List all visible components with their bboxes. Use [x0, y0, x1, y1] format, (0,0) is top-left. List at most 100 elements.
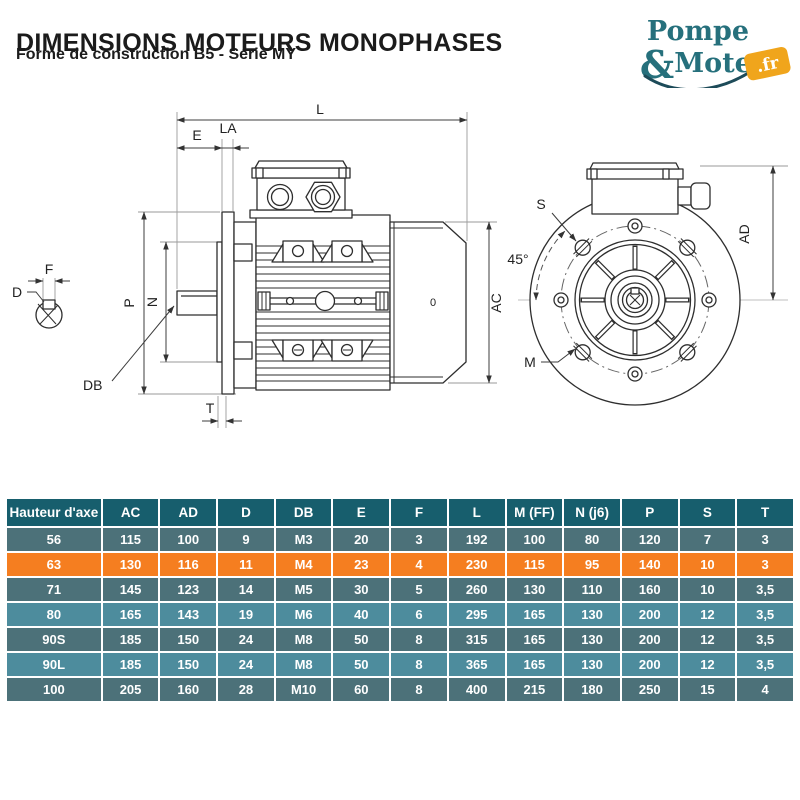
- table-cell: 60: [333, 678, 390, 701]
- table-cell: 130: [564, 603, 620, 626]
- table-cell: 14: [218, 578, 274, 601]
- table-cell: 12: [679, 628, 736, 651]
- table-cell: 400: [448, 678, 505, 701]
- shaft-end-detail-drawing: [35, 299, 63, 329]
- drain-hole-mark: 0: [430, 297, 436, 309]
- table-cell: 23: [333, 553, 390, 576]
- row-header-cell: 90S: [7, 628, 101, 651]
- dim-label-ac: AC: [488, 293, 504, 312]
- table-cell: 150: [160, 653, 217, 676]
- col-header-hauteur-axe: Hauteur d'axe: [7, 499, 101, 526]
- col-header-f: F: [391, 499, 447, 526]
- table-cell: 3: [737, 528, 793, 551]
- table-cell: 165: [506, 653, 563, 676]
- table-cell: 165: [506, 603, 563, 626]
- table-cell: 120: [621, 528, 678, 551]
- table-cell: 185: [102, 653, 159, 676]
- col-header-n-j6: N (j6): [564, 499, 620, 526]
- front-view-drawing: [529, 162, 741, 406]
- table-cell: 215: [506, 678, 563, 701]
- dim-label-la: LA: [219, 120, 237, 136]
- table-cell: 130: [564, 653, 620, 676]
- row-header-cell: 56: [7, 528, 101, 551]
- dim-label-e: E: [192, 127, 201, 143]
- table-cell: 8: [391, 678, 447, 701]
- dim-label-t: T: [206, 400, 215, 416]
- table-cell: 8: [391, 628, 447, 651]
- dim-label-p: P: [121, 298, 137, 307]
- table-cell: 250: [621, 678, 678, 701]
- table-cell: 28: [218, 678, 274, 701]
- table-cell: 130: [102, 553, 159, 576]
- table-cell: 185: [102, 628, 159, 651]
- table-cell: 95: [564, 553, 620, 576]
- table-cell: 24: [218, 628, 274, 651]
- row-header-cell: 63: [7, 553, 101, 576]
- table-cell: 143: [160, 603, 217, 626]
- dim-label-m: M: [524, 354, 536, 370]
- col-header-ac: AC: [102, 499, 159, 526]
- table-cell: M10: [275, 678, 332, 701]
- table-row: 90S 185 150 24 M8 50 8 315 165 130 200 12 3,5: [7, 628, 793, 651]
- technical-drawing: L E LA P N DB T AC 0 F D S 45° M AD: [12, 101, 788, 428]
- table-cell: M8: [275, 628, 332, 651]
- table-cell: 20: [333, 528, 390, 551]
- table-cell: 3,5: [737, 653, 793, 676]
- row-header-cell: 100: [7, 678, 101, 701]
- table-cell: 30: [333, 578, 390, 601]
- table-header: Hauteur d'axe AC AD D DB E F L M (FF) N …: [7, 499, 793, 526]
- table-cell: M5: [275, 578, 332, 601]
- table-row: 63 130 116 11 M4 23 4 230 115 95 140 10 3: [7, 553, 793, 576]
- dim-label-45deg: 45°: [507, 251, 528, 267]
- table-cell: 100: [506, 528, 563, 551]
- table-cell: 110: [564, 578, 620, 601]
- table-cell: M3: [275, 528, 332, 551]
- table-cell: 10: [679, 553, 736, 576]
- table-cell: 12: [679, 603, 736, 626]
- col-header-p: P: [621, 499, 678, 526]
- col-header-t: T: [737, 499, 793, 526]
- table-row: 100 205 160 28 M10 60 8 400 215 180 250 15 4: [7, 678, 793, 701]
- table-cell: 200: [621, 628, 678, 651]
- dim-label-n: N: [144, 297, 160, 307]
- table-cell: 10: [679, 578, 736, 601]
- table-cell: 3,5: [737, 603, 793, 626]
- table-cell: 9: [218, 528, 274, 551]
- dim-label-ad: AD: [736, 224, 752, 243]
- table-cell: 130: [564, 628, 620, 651]
- table-cell: 3: [391, 528, 447, 551]
- table-row: 71 145 123 14 M5 30 5 260 130 110 160 10 3,5: [7, 578, 793, 601]
- table-row: 56 115 100 9 M3 20 3 192 100 80 120 7 3: [7, 528, 793, 551]
- table-cell: 200: [621, 603, 678, 626]
- table-cell: 12: [679, 653, 736, 676]
- table-cell: 100: [160, 528, 217, 551]
- logo-tld: .fr: [755, 53, 782, 77]
- table-cell: 5: [391, 578, 447, 601]
- table-cell: 160: [621, 578, 678, 601]
- side-view-drawing: [176, 160, 467, 395]
- col-header-m-ff: M (FF): [506, 499, 563, 526]
- dimension-labels: L E LA P N DB T AC 0 F D S 45° M AD: [12, 101, 752, 416]
- dim-label-l: L: [316, 101, 324, 117]
- table-cell: 11: [218, 553, 274, 576]
- table-cell: 3,5: [737, 578, 793, 601]
- table-cell: 115: [102, 528, 159, 551]
- table-cell: 3,5: [737, 628, 793, 651]
- table-cell: 50: [333, 653, 390, 676]
- col-header-d: D: [218, 499, 274, 526]
- table-cell: 6: [391, 603, 447, 626]
- table-cell: 15: [679, 678, 736, 701]
- table-cell: 40: [333, 603, 390, 626]
- table-cell: M4: [275, 553, 332, 576]
- table-cell: 3: [737, 553, 793, 576]
- dim-label-d: D: [12, 284, 22, 300]
- row-header-cell: 90L: [7, 653, 101, 676]
- table-cell: 160: [160, 678, 217, 701]
- dimensions-table: Hauteur d'axe AC AD D DB E F L M (FF) N …: [5, 497, 795, 703]
- table-cell: 115: [506, 553, 563, 576]
- row-header-cell: 80: [7, 603, 101, 626]
- table-cell: 230: [448, 553, 505, 576]
- table-cell: 4: [737, 678, 793, 701]
- table-cell: 24: [218, 653, 274, 676]
- col-header-l: L: [448, 499, 505, 526]
